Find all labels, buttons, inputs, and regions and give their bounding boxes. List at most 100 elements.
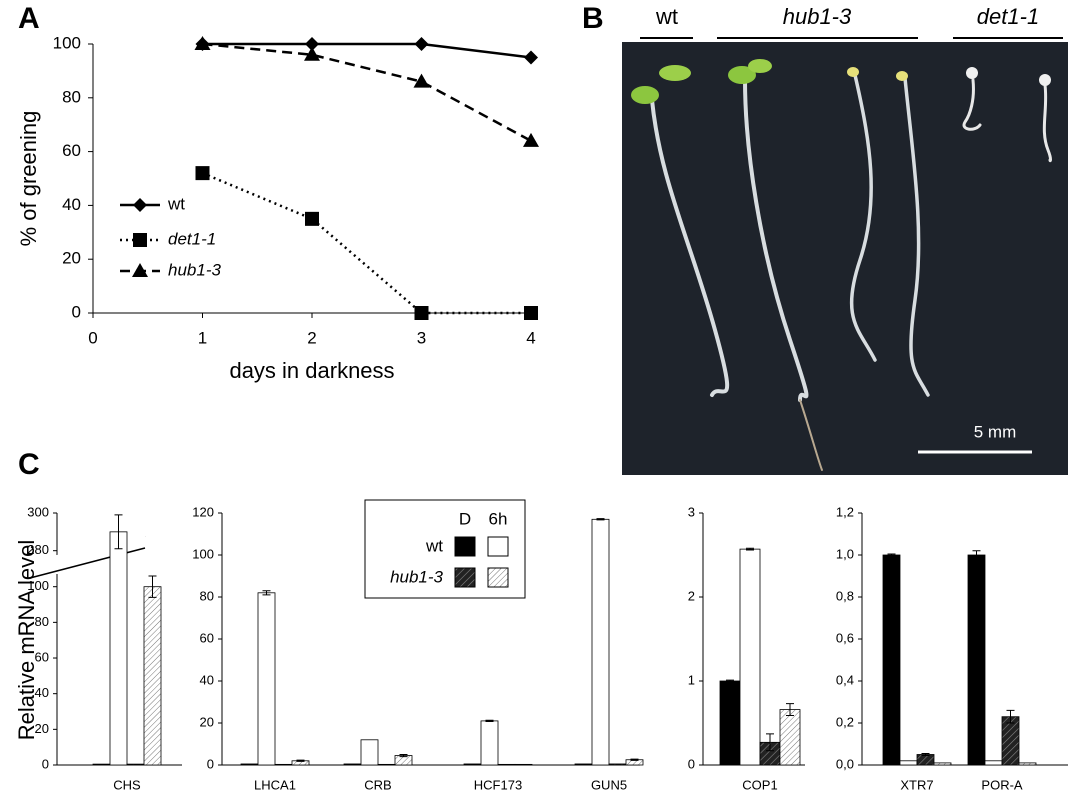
x-tick-label: CRB <box>364 777 391 792</box>
bar <box>779 709 801 766</box>
y-tick-label: 20 <box>200 714 214 729</box>
cotyledon <box>728 66 756 84</box>
marker <box>413 73 430 88</box>
error-bar <box>296 759 305 762</box>
bar <box>257 592 276 766</box>
error-bar <box>766 733 774 752</box>
error-bar <box>786 703 794 716</box>
error-bar <box>887 553 896 557</box>
bar <box>574 763 593 766</box>
legend-row: wt <box>425 536 443 555</box>
y-tick-label: 0 <box>42 756 49 771</box>
y-tick-label: 100 <box>192 546 214 561</box>
marker <box>524 306 538 320</box>
bar <box>360 739 379 766</box>
y-tick-label: 60 <box>35 649 49 664</box>
x-tick-label: HCF173 <box>474 777 522 792</box>
error-bar <box>114 514 123 550</box>
y-tick-label: 120 <box>192 504 214 519</box>
legend-column: 6h <box>489 509 508 528</box>
bar <box>274 763 293 766</box>
legend-label: det1-1 <box>168 229 216 248</box>
y-tick-label: 40 <box>35 685 49 700</box>
photo-background <box>622 42 1068 475</box>
error-bar <box>485 719 494 723</box>
bar <box>739 548 761 766</box>
x-tick-label: 1 <box>198 328 207 347</box>
bar <box>933 762 952 766</box>
marker <box>524 50 538 65</box>
series-line <box>202 42 532 59</box>
bar <box>377 763 396 766</box>
error-bar <box>148 575 157 598</box>
y-tick-label: 1,2 <box>836 504 854 519</box>
y-tick-label: 1,0 <box>836 546 854 561</box>
series-line <box>202 42 532 142</box>
error-bar <box>921 752 930 757</box>
y-tick-label: 40 <box>200 672 214 687</box>
y-tick-label: 280 <box>27 542 49 557</box>
marker <box>132 263 148 277</box>
error-bar <box>596 518 605 521</box>
error-bar <box>746 547 754 551</box>
bar <box>514 763 533 766</box>
y-tick-label: 100 <box>53 33 81 52</box>
y-tick-label: 100 <box>27 578 49 593</box>
bar <box>480 720 499 766</box>
x-tick-label: LHCA1 <box>254 777 296 792</box>
y-tick-label: 40 <box>62 195 81 214</box>
bar <box>984 760 1003 766</box>
y-tick-label: 300 <box>27 504 49 519</box>
x-tick-label: CHS <box>113 777 141 792</box>
seedling <box>903 76 930 397</box>
legend-swatch <box>454 567 476 588</box>
seedlings <box>650 73 1052 471</box>
bar <box>143 586 162 766</box>
y-axis-title: Relative mRNA level <box>14 540 39 741</box>
cotyledon <box>847 67 859 77</box>
bar <box>899 760 918 766</box>
y-tick-label: 80 <box>62 87 81 106</box>
y-tick-label: 0 <box>688 756 695 771</box>
y-tick-label: 0,4 <box>836 672 854 687</box>
legend-swatch <box>487 536 509 557</box>
cotyledon <box>1039 74 1051 86</box>
y-tick-label: 80 <box>35 614 49 629</box>
cotyledon <box>659 65 691 81</box>
x-axis-title: days in darkness <box>229 358 394 383</box>
x-tick-label: 4 <box>526 328 535 347</box>
marker <box>305 211 319 226</box>
x-tick-label: GUN5 <box>591 777 627 792</box>
y-tick-label: 0 <box>207 756 214 771</box>
y-tick-label: 0,0 <box>836 756 854 771</box>
bar <box>882 554 901 766</box>
x-tick-label: 3 <box>417 328 426 347</box>
x-tick-label: XTR7 <box>900 777 933 792</box>
seedling <box>743 78 809 402</box>
marker <box>133 233 147 247</box>
y-tick-label: 0,6 <box>836 630 854 645</box>
photo-label: hub1-3 <box>783 4 852 29</box>
legend-swatch <box>454 536 476 557</box>
bar <box>109 531 128 766</box>
bar <box>126 763 145 766</box>
y-tick-label: 60 <box>200 630 214 645</box>
legend-swatch <box>487 567 509 588</box>
legend-column: D <box>459 509 471 528</box>
marker <box>523 132 539 147</box>
photo-label: det1-1 <box>977 4 1039 29</box>
y-tick-label: 80 <box>200 588 214 603</box>
marker <box>133 198 147 212</box>
bar <box>240 763 259 766</box>
marker <box>414 37 429 51</box>
bar <box>719 680 741 766</box>
y-tick-label: 20 <box>35 721 49 736</box>
bar <box>1001 716 1020 766</box>
bar <box>967 554 986 766</box>
y-tick-label: 3 <box>688 504 695 519</box>
bar <box>92 763 111 766</box>
x-tick-label: POR-A <box>981 777 1023 792</box>
x-tick-label: COP1 <box>742 777 777 792</box>
seedling <box>962 78 982 131</box>
y-tick-label: 2 <box>688 588 695 603</box>
